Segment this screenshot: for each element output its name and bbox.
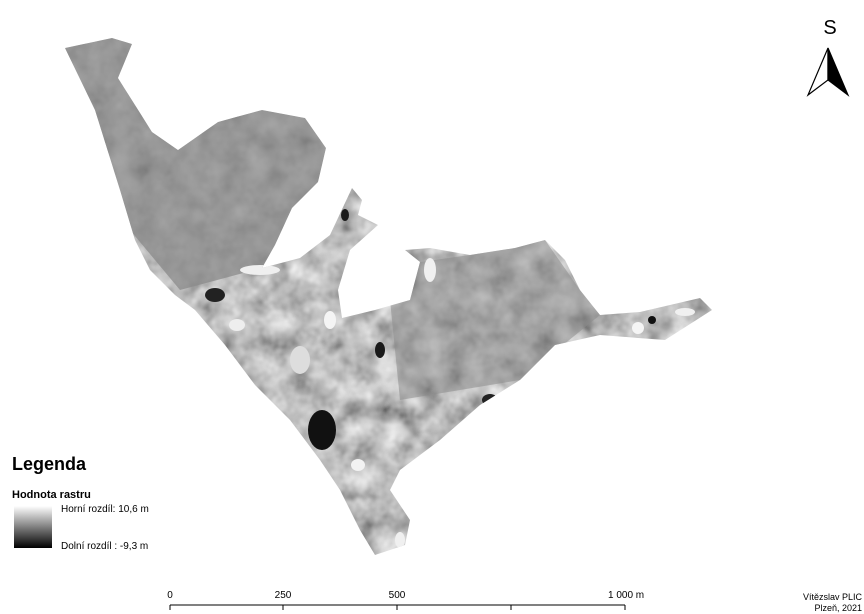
scale-label: 0 [167, 590, 173, 601]
legend-low: Dolní rozdíl : -9,3 m [61, 541, 148, 552]
author-place-date: Plzeň, 2021 [814, 603, 862, 613]
legend-subtitle: Hodnota rastru [12, 489, 91, 501]
north-arrow: S [808, 17, 848, 95]
scale-label: 500 [389, 590, 406, 601]
scale-label: 250 [275, 590, 292, 601]
scale-bar: 0 250 500 1 000 m [167, 590, 644, 610]
scale-label: 1 000 m [608, 590, 644, 601]
raster [0, 0, 864, 614]
north-label: S [823, 17, 836, 39]
author-name: Vítězslav PLIC [803, 592, 863, 602]
legend: Legenda Hodnota rastru Horní rozdíl: 10,… [12, 454, 149, 552]
legend-title: Legenda [12, 454, 87, 474]
map-layout: S Legenda Hodnota rastru Horní rozdíl: 1… [0, 0, 864, 614]
legend-high: Horní rozdíl: 10,6 m [61, 504, 149, 515]
legend-ramp [14, 506, 52, 548]
author: Vítězslav PLIC Plzeň, 2021 [803, 592, 863, 613]
